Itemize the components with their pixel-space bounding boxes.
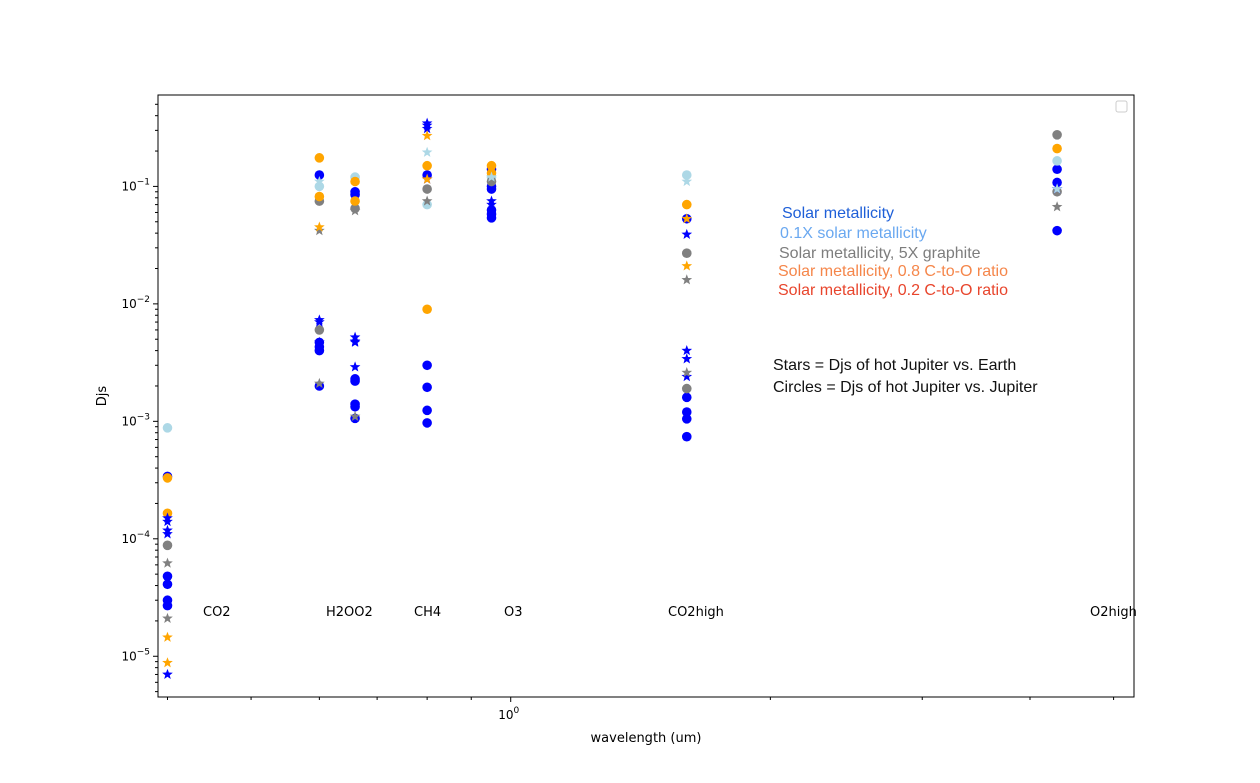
band-label-o2high: O2high: [1090, 605, 1137, 620]
data-point-gray-circle: [1052, 129, 1062, 140]
data-point-blue-star: [162, 516, 173, 527]
data-point-lightblue-star: [681, 175, 693, 187]
data-point-blue-star: [681, 228, 693, 239]
data-point-orange-star: [162, 657, 173, 668]
data-point-blue-circle: [422, 418, 432, 428]
data-point-blue-star: [349, 361, 361, 372]
data-point-blue-circle: [1052, 164, 1062, 175]
data-point-gray-star: [162, 557, 173, 568]
data-point-lightblue-star: [314, 175, 325, 187]
y-tick-label: 10−3: [121, 412, 150, 428]
data-point-gray-circle: [681, 248, 692, 259]
data-point-blue-star: [162, 668, 173, 679]
empty-legend-box: [1115, 100, 1128, 113]
data-point-blue-star: [486, 199, 497, 210]
data-point-blue-circle: [350, 401, 360, 412]
data-point-blue-circle: [486, 184, 497, 194]
data-point-blue-circle: [681, 407, 692, 417]
data-point-orange-circle: [681, 199, 692, 210]
data-point-orange-circle: [314, 153, 325, 163]
data-point-lightblue-star: [421, 146, 433, 157]
y-tick-label: 10−5: [121, 647, 150, 663]
data-point-gray-star: [1051, 201, 1063, 212]
data-point-blue-circle: [681, 392, 692, 403]
legend-5x-graphite: Solar metallicity, 5X graphite: [779, 245, 981, 262]
band-label-o3: O3: [504, 605, 523, 620]
band-label-h2oo2: H2OO2: [326, 605, 373, 620]
data-point-blue-circle: [486, 213, 497, 223]
data-point-blue-circle: [681, 431, 692, 442]
band-label-co2: CO2: [203, 605, 231, 620]
legend-0.2-c-to-o: Solar metallicity, 0.2 C-to-O ratio: [778, 282, 1008, 299]
data-point-gray-star: [162, 612, 173, 623]
data-point-lightblue-star: [486, 171, 497, 182]
y-axis-label: Djs: [95, 386, 110, 407]
data-point-orange-circle: [350, 176, 360, 187]
data-point-blue-circle: [162, 600, 173, 611]
data-point-gray-star: [681, 274, 693, 285]
data-point-lightblue-circle: [162, 423, 173, 433]
data-point-blue-circle: [422, 360, 432, 371]
data-point-blue-circle: [1052, 177, 1062, 188]
data-point-blue-circle: [314, 345, 325, 356]
legend-0.8-c-to-o: Solar metallicity, 0.8 C-to-O ratio: [778, 263, 1008, 280]
data-point-orange-star: [314, 221, 325, 232]
band-label-co2high: CO2high: [668, 605, 724, 620]
y-tick-label: 10−2: [121, 295, 150, 311]
data-point-blue-circle: [422, 382, 432, 393]
data-point-lightblue-circle: [681, 170, 692, 180]
data-point-lightblue-circle: [422, 199, 432, 210]
data-point-gray-circle: [681, 383, 692, 394]
data-point-blue-star: [314, 316, 325, 327]
x-tick-label: 100: [498, 706, 519, 722]
data-point-gray-circle: [314, 325, 325, 335]
y-tick-label: 10−4: [121, 530, 150, 546]
data-point-orange-circle: [350, 196, 360, 206]
data-point-orange-circle: [486, 160, 497, 171]
note-stars: Stars = Djs of hot Jupiter vs. Earth: [773, 357, 1017, 374]
data-point-blue-star: [681, 371, 693, 382]
data-point-blue-star: [162, 528, 173, 539]
data-point-blue-circle: [350, 376, 360, 386]
data-point-orange-star: [681, 260, 693, 271]
data-point-orange-circle: [162, 473, 173, 483]
data-point-lightblue-star: [1051, 183, 1063, 194]
data-point-orange-circle: [314, 191, 325, 202]
data-point-orange-circle: [1052, 143, 1062, 154]
band-label-ch4: CH4: [414, 605, 441, 620]
data-point-blue-star: [681, 353, 693, 364]
data-point-orange-star: [421, 130, 433, 141]
data-point-orange-star: [421, 173, 433, 184]
legend-solar-metallicity: Solar metallicity: [782, 205, 895, 222]
data-point-gray-circle: [162, 540, 173, 551]
data-point-gray-star: [314, 225, 325, 236]
data-point-orange-circle: [422, 160, 432, 171]
data-point-gray-star: [314, 377, 325, 389]
data-point-blue-circle: [314, 170, 325, 180]
data-point-gray-star: [349, 205, 361, 216]
data-point-blue-star: [421, 123, 433, 134]
data-point-orange-star: [681, 213, 693, 224]
data-point-gray-circle: [422, 184, 432, 194]
data-point-gray-star: [349, 410, 361, 421]
x-axis-label: wavelength (um): [591, 731, 702, 746]
data-point-gray-star: [681, 366, 693, 378]
data-point-blue-circle: [162, 571, 173, 582]
data-point-orange-circle: [422, 304, 432, 315]
data-point-blue-star: [681, 345, 693, 356]
plot-frame: [157, 94, 1135, 698]
data-point-gray-star: [421, 195, 433, 206]
note-circles: Circles = Djs of hot Jupiter vs. Jupiter: [773, 379, 1038, 396]
data-point-lightblue-circle: [1052, 156, 1062, 166]
data-point-blue-circle: [162, 579, 173, 590]
legend-0.1x-solar-metallicity: 0.1X solar metallicity: [780, 225, 927, 242]
data-point-orange-star: [162, 631, 173, 642]
data-point-blue-circle: [681, 414, 692, 424]
data-point-blue-star: [314, 336, 325, 347]
data-point-blue-circle: [1052, 225, 1062, 236]
y-tick-label: 10−1: [121, 177, 150, 193]
data-point-blue-star: [349, 336, 361, 347]
data-point-blue-circle: [422, 405, 432, 416]
